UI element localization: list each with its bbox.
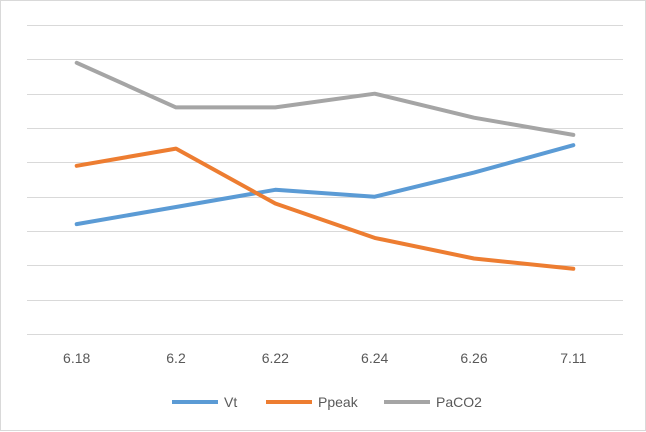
x-tick-label: 6.24: [361, 350, 388, 366]
legend-label: Ppeak: [318, 394, 359, 410]
legend-label: PaCO2: [436, 394, 482, 410]
x-tick-label: 6.22: [262, 350, 289, 366]
x-tick-label: 6.18: [63, 350, 90, 366]
legend-label: Vt: [224, 394, 237, 410]
series-line-vt: [74, 143, 576, 227]
x-tick-label: 7.11: [560, 350, 586, 366]
x-tick-label: 6.26: [460, 350, 487, 366]
series-line-ppeak: [74, 146, 576, 271]
series-line-paco2: [74, 60, 576, 137]
x-tick-label: 6.2: [166, 350, 186, 366]
